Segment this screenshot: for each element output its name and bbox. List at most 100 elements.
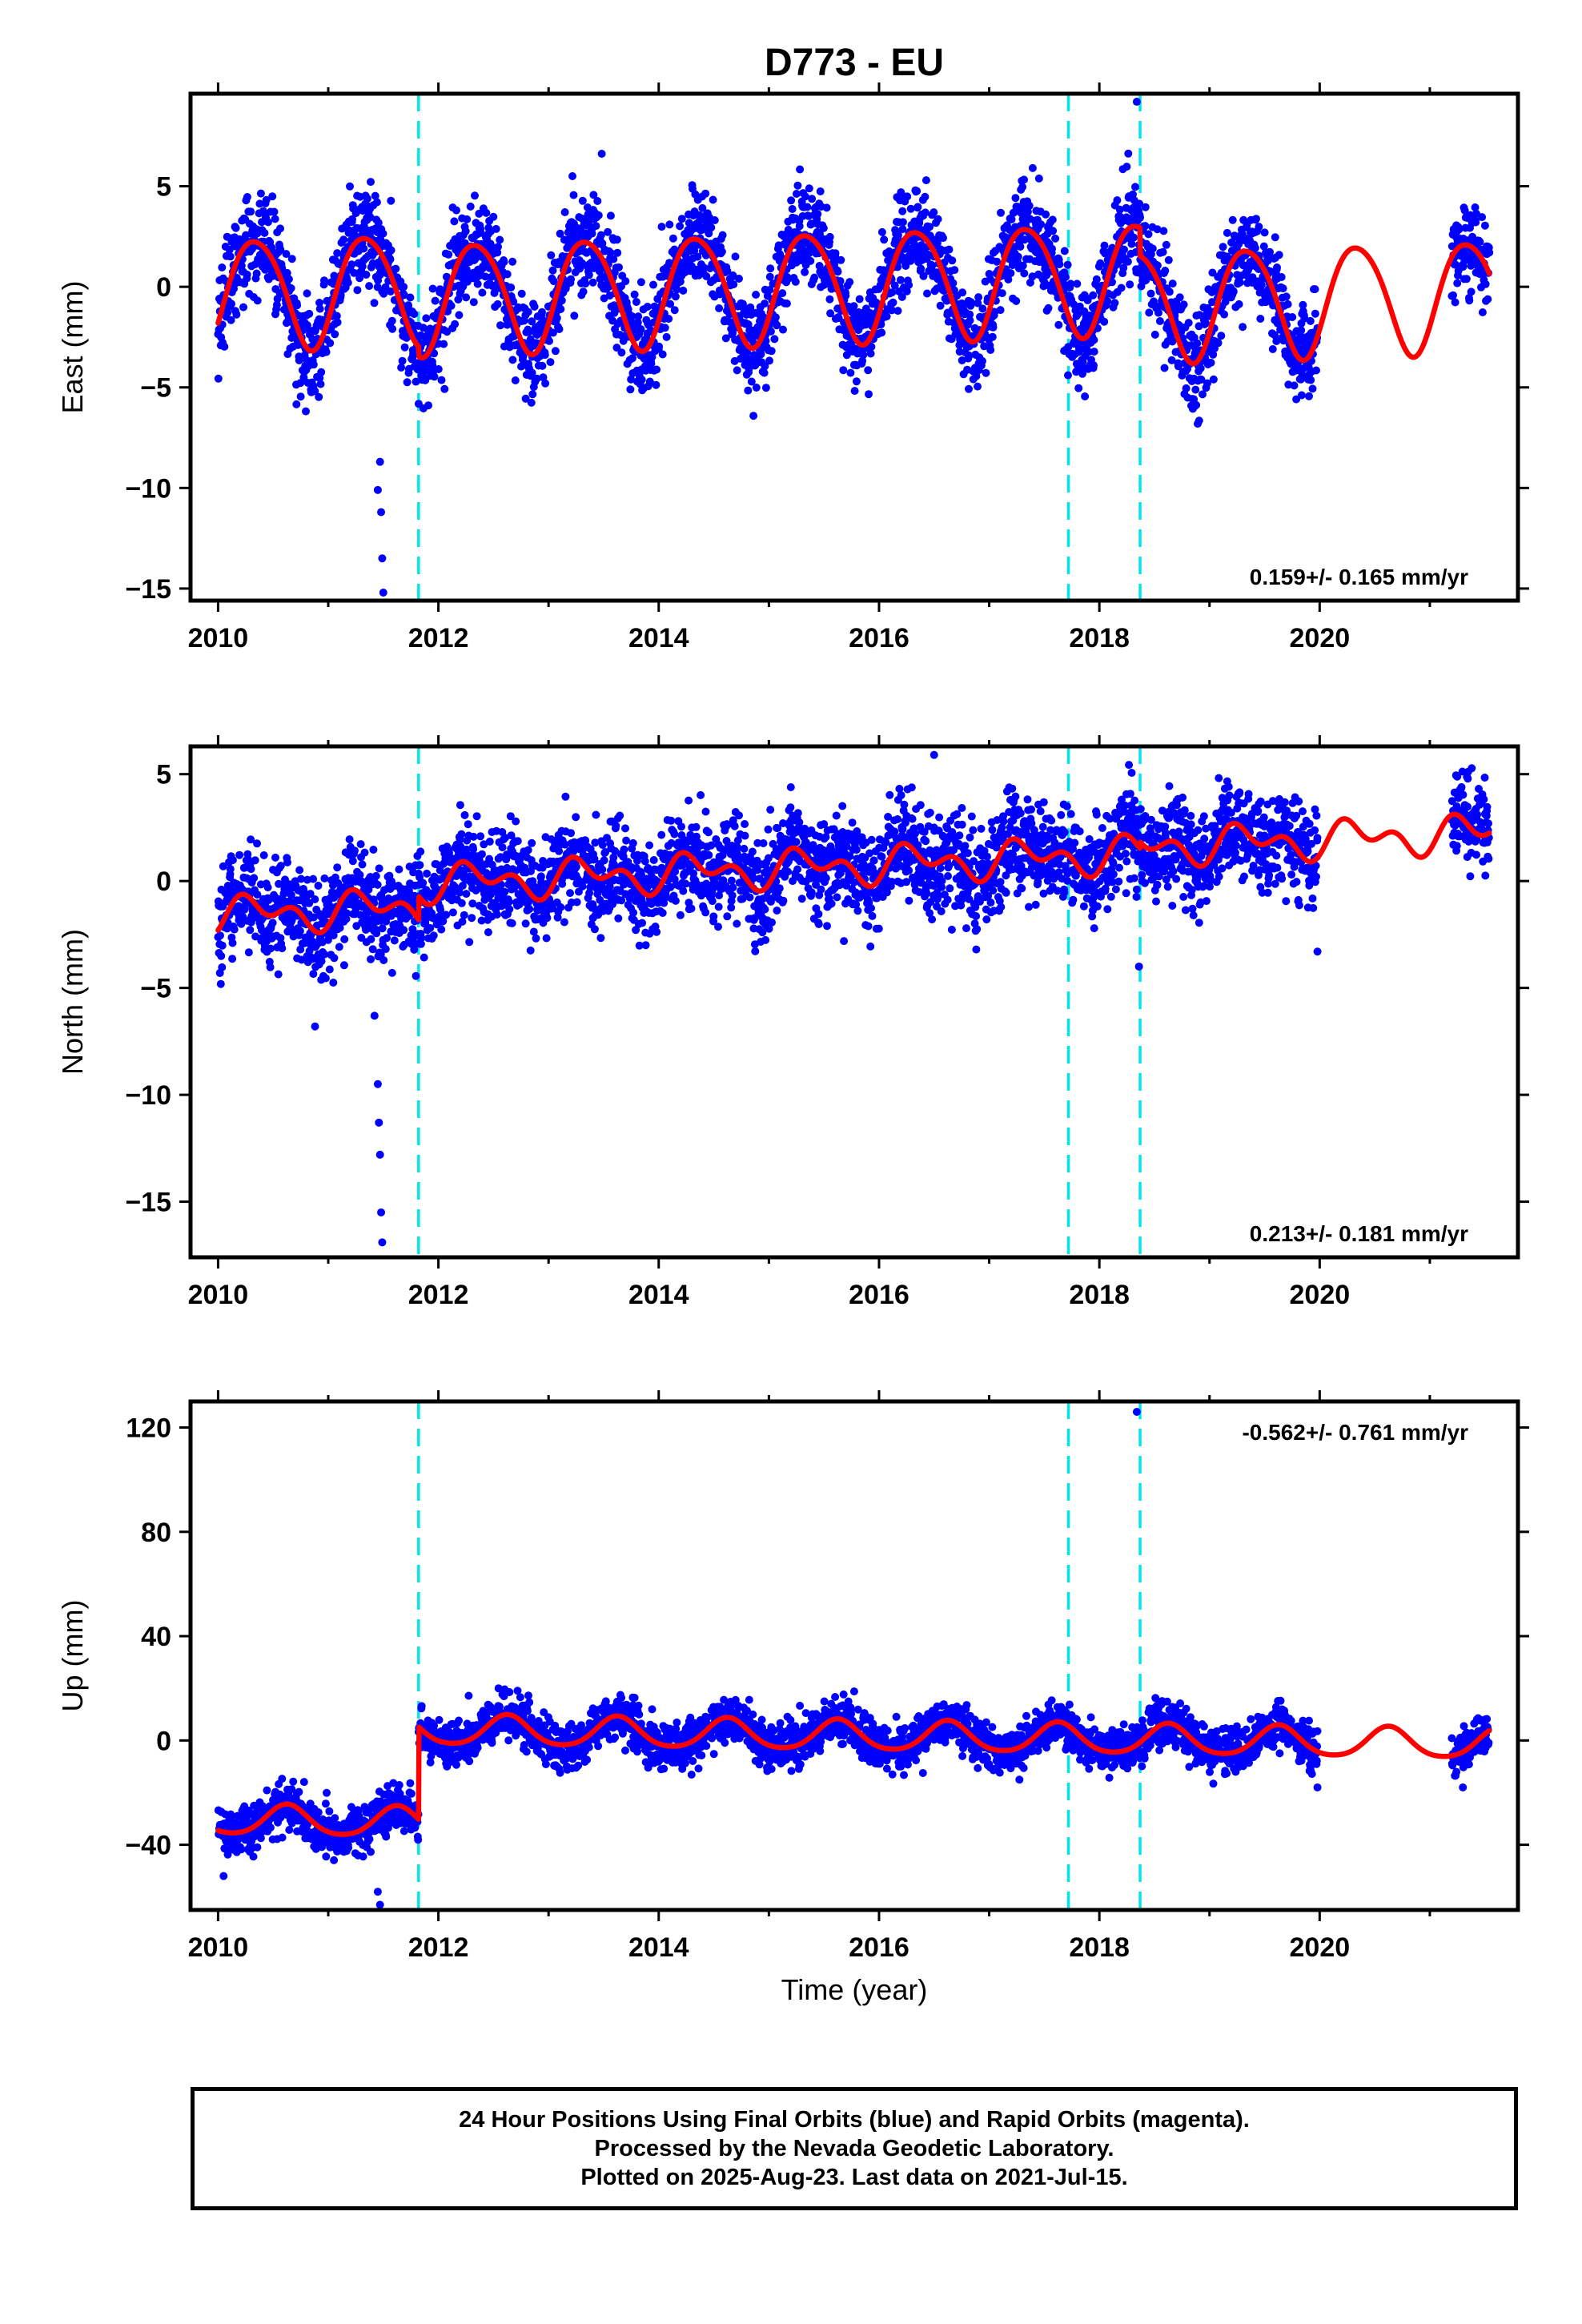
data-point <box>819 223 828 232</box>
data-point <box>1282 292 1291 301</box>
data-point <box>528 368 536 377</box>
data-point <box>379 956 388 964</box>
data-point <box>598 841 607 849</box>
data-point <box>507 283 516 292</box>
data-point <box>428 284 437 293</box>
data-point <box>403 378 412 387</box>
data-point <box>419 879 428 887</box>
data-point <box>826 309 835 318</box>
data-point <box>1131 183 1139 191</box>
outlier-point <box>373 485 382 494</box>
data-point <box>747 377 756 386</box>
data-point <box>640 857 649 866</box>
data-point <box>572 813 580 822</box>
data-point <box>1062 273 1070 281</box>
data-point <box>808 195 817 203</box>
data-point <box>1184 319 1193 328</box>
data-point <box>309 875 318 883</box>
data-point <box>839 366 848 375</box>
data-point <box>579 287 588 296</box>
data-point <box>1025 202 1034 210</box>
data-point <box>1012 296 1021 305</box>
data-point <box>1462 275 1471 283</box>
data-point <box>930 208 938 217</box>
data-point <box>1034 174 1043 183</box>
data-point <box>638 919 647 927</box>
data-point <box>1208 268 1217 277</box>
data-point <box>652 365 661 374</box>
data-point <box>428 361 437 369</box>
data-point <box>831 249 840 258</box>
data-point <box>353 286 362 295</box>
data-point <box>1197 376 1206 384</box>
data-point <box>456 888 464 897</box>
data-point <box>1007 215 1016 223</box>
data-point <box>1054 320 1063 329</box>
data-point <box>945 245 954 254</box>
data-point <box>1100 317 1109 326</box>
data-point <box>339 961 348 970</box>
data-point <box>1108 278 1116 287</box>
data-point <box>395 865 404 874</box>
data-point <box>263 883 272 892</box>
data-point <box>1167 356 1176 364</box>
data-point <box>898 225 907 234</box>
y-tick-label: 5 <box>156 172 171 203</box>
data-point <box>268 919 277 927</box>
data-point <box>253 839 261 848</box>
data-point <box>271 853 279 862</box>
data-point <box>489 212 498 221</box>
data-point <box>1155 317 1164 325</box>
data-point <box>681 879 690 888</box>
data-point <box>628 354 636 363</box>
data-point <box>620 845 628 854</box>
data-point <box>913 203 922 211</box>
data-point <box>950 266 959 275</box>
data-point <box>1148 244 1157 253</box>
data-point <box>220 342 229 351</box>
data-point <box>556 305 565 313</box>
data-point <box>481 272 490 281</box>
data-point <box>744 386 753 395</box>
data-point <box>556 903 565 911</box>
data-point <box>282 250 291 259</box>
data-point <box>1124 149 1133 158</box>
data-point <box>805 184 813 193</box>
data-point <box>369 846 378 854</box>
data-point <box>1074 310 1082 319</box>
data-point <box>320 874 329 883</box>
data-point <box>572 862 580 871</box>
data-point <box>609 255 618 263</box>
data-point <box>473 279 482 288</box>
data-point <box>287 255 296 263</box>
data-point <box>549 277 558 286</box>
data-point <box>1239 323 1247 332</box>
data-point <box>1089 291 1098 300</box>
data-point <box>972 372 981 380</box>
data-point <box>472 812 481 821</box>
data-point <box>1235 278 1244 287</box>
data-point <box>1158 247 1167 256</box>
data-point <box>865 390 873 399</box>
data-point <box>795 222 804 231</box>
data-point <box>555 325 564 333</box>
data-point <box>613 248 622 257</box>
data-point <box>1150 330 1159 339</box>
data-point <box>1020 235 1029 244</box>
data-point <box>1209 350 1218 359</box>
data-point <box>496 235 504 244</box>
data-point <box>816 187 825 195</box>
data-point <box>1311 285 1319 294</box>
data-point <box>217 951 226 960</box>
data-point <box>592 222 600 231</box>
data-point <box>766 327 775 336</box>
data-point <box>898 207 907 215</box>
data-point <box>292 400 301 408</box>
data-point <box>406 293 415 302</box>
data-point <box>1168 279 1177 288</box>
outlier-point <box>379 588 387 597</box>
data-point <box>315 304 324 313</box>
data-point <box>1196 364 1205 372</box>
data-point <box>643 303 652 311</box>
data-point <box>329 979 338 987</box>
